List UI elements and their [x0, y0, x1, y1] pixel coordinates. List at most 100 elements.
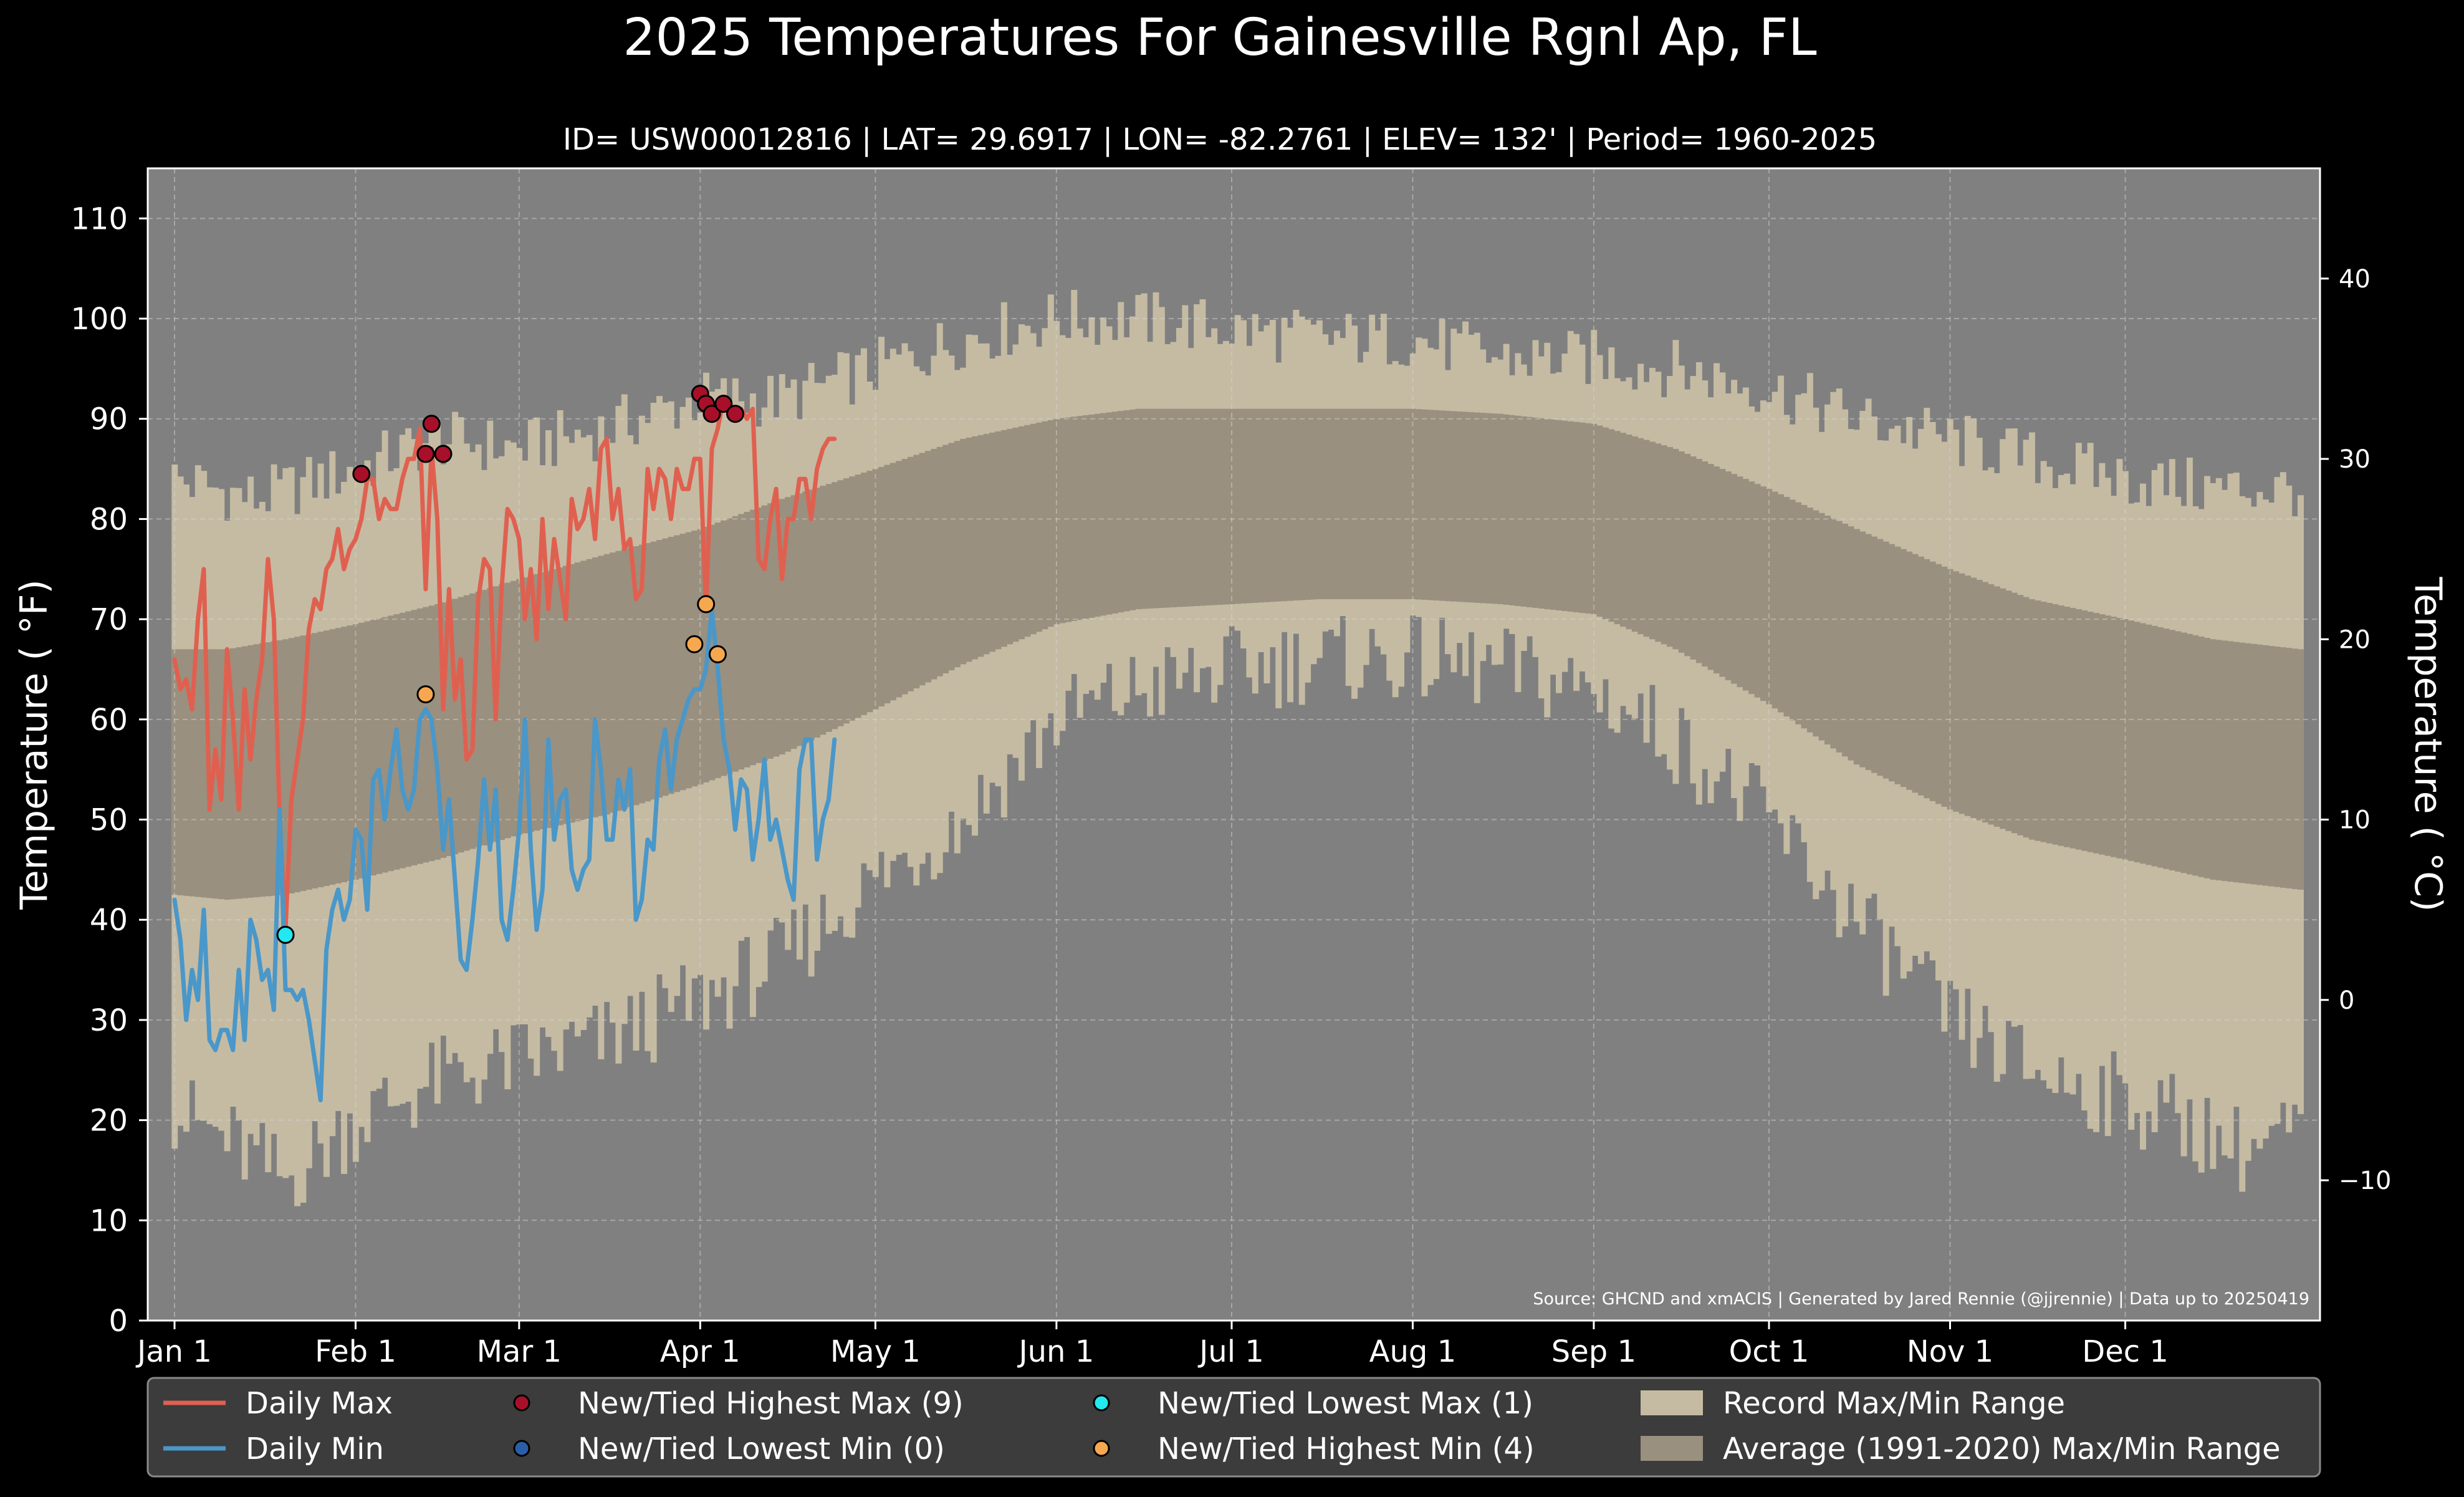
- average-range-bar: [2058, 605, 2064, 846]
- average-range-bar: [1789, 499, 1796, 721]
- average-range-bar: [2075, 609, 2082, 850]
- x-tick-label: Sep 1: [1551, 1334, 1636, 1369]
- average-range-bar: [183, 649, 190, 896]
- average-range-bar: [691, 531, 698, 787]
- average-range-bar: [271, 641, 277, 896]
- average-range-bar: [1076, 416, 1083, 620]
- x-tick-label: Mar 1: [477, 1334, 562, 1369]
- average-range-bar: [1824, 516, 1831, 744]
- average-range-bar: [434, 604, 441, 860]
- record-marker: [276, 925, 295, 944]
- average-range-bar: [1263, 408, 1270, 602]
- average-range-bar: [1778, 494, 1785, 713]
- average-range-bar: [1649, 441, 1656, 640]
- average-range-bar: [1024, 425, 1031, 637]
- record-marker: [434, 445, 453, 463]
- chart-subtitle: ID= USW00012816 | LAT= 29.6917 | LON= -8…: [563, 122, 1877, 157]
- average-range-bar: [1456, 411, 1463, 602]
- average-range-bar: [2251, 643, 2257, 885]
- average-range-bar: [499, 584, 505, 840]
- average-range-bar: [1713, 466, 1720, 674]
- average-range-bar: [527, 575, 534, 832]
- average-range-bar: [534, 574, 540, 831]
- average-range-bar: [1591, 423, 1598, 615]
- average-range-bar: [977, 435, 984, 657]
- average-range-bar: [282, 639, 289, 895]
- average-range-bar: [1748, 481, 1755, 695]
- y-tick-label: 70: [90, 602, 128, 637]
- average-range-bar: [1684, 453, 1691, 657]
- average-range-bar: [1275, 408, 1282, 602]
- average-range-bar: [2157, 627, 2164, 868]
- record-marker: [714, 395, 733, 413]
- average-range-bar: [1661, 445, 1667, 645]
- average-range-bar: [1970, 577, 1977, 819]
- legend-label: Average (1991-2020) Max/Min Range: [1723, 1432, 2281, 1466]
- average-range-bar: [866, 471, 873, 713]
- average-range-bar: [931, 448, 937, 680]
- average-range-bar: [1608, 429, 1615, 622]
- average-range-bar: [1497, 413, 1504, 605]
- average-range-bar: [458, 597, 464, 853]
- y-tick-label: 20: [90, 1104, 128, 1138]
- average-range-bar: [2175, 631, 2182, 872]
- average-range-bar: [802, 491, 809, 743]
- average-range-bar: [2151, 625, 2158, 867]
- legend-label: Record Max/Min Range: [1723, 1386, 2065, 1421]
- daily-min-line: [172, 607, 837, 1102]
- average-range-bar: [1602, 427, 1609, 620]
- average-range-bar: [2210, 639, 2217, 880]
- average-range-bar: [1795, 502, 1802, 724]
- average-range-bar: [1503, 414, 1510, 605]
- record-marker: [697, 595, 716, 614]
- average-range-bar: [399, 612, 406, 869]
- average-range-bar: [697, 529, 704, 785]
- average-range-bar: [936, 446, 943, 676]
- average-range-bar: [1345, 408, 1352, 599]
- average-range-bar: [621, 549, 628, 809]
- average-range-bar: [790, 495, 797, 749]
- average-range-bar: [1877, 539, 1884, 776]
- y-axis-label-left: Temperature ( °F): [12, 579, 56, 910]
- average-range-bar: [843, 478, 850, 724]
- average-range-bar: [925, 451, 932, 683]
- average-range-bar: [919, 453, 926, 686]
- average-range-bar: [1118, 411, 1124, 613]
- average-range-bar: [1065, 417, 1071, 622]
- average-range-bar: [568, 564, 575, 823]
- average-range-bar: [1596, 425, 1603, 617]
- average-range-bar: [1509, 415, 1516, 606]
- average-range-bar: [253, 644, 260, 898]
- average-range-bar: [1468, 412, 1475, 603]
- average-range-bar: [539, 572, 546, 830]
- average-range-bar: [638, 544, 645, 804]
- source-note: Source: GHCND and xmACIS | Generated by …: [1533, 1289, 2309, 1309]
- average-range-bar: [1187, 408, 1194, 607]
- average-range-bar: [2222, 640, 2228, 882]
- y2-tick-label: 0: [2339, 986, 2354, 1015]
- average-range-bar: [1859, 531, 1866, 768]
- average-range-bar: [1036, 422, 1043, 632]
- average-range-bar: [504, 582, 511, 839]
- average-range-bar: [645, 543, 651, 802]
- average-range-bar: [1988, 584, 1995, 825]
- average-range-bar: [1170, 408, 1177, 608]
- average-range-bar: [423, 607, 429, 863]
- average-range-bar: [1269, 408, 1276, 602]
- average-range-bar: [1556, 420, 1562, 611]
- average-range-bar: [896, 461, 903, 698]
- y-tick-label: 40: [90, 903, 128, 938]
- average-range-bar: [381, 617, 388, 873]
- average-range-bar: [1894, 546, 1901, 784]
- average-range-bar: [1474, 412, 1480, 603]
- chart-title: 2025 Temperatures For Gainesville Rgnl A…: [623, 8, 1817, 67]
- average-range-bar: [1293, 408, 1300, 601]
- average-range-bar: [247, 645, 254, 898]
- average-range-bar: [1310, 408, 1317, 600]
- legend-patch-swatch: [1641, 1390, 1703, 1415]
- average-range-bar: [872, 469, 879, 710]
- y-tick-label: 60: [90, 703, 128, 738]
- legend-marker-swatch: [1093, 1394, 1110, 1412]
- y-tick-label: 0: [108, 1304, 128, 1339]
- average-range-bar: [2017, 595, 2024, 835]
